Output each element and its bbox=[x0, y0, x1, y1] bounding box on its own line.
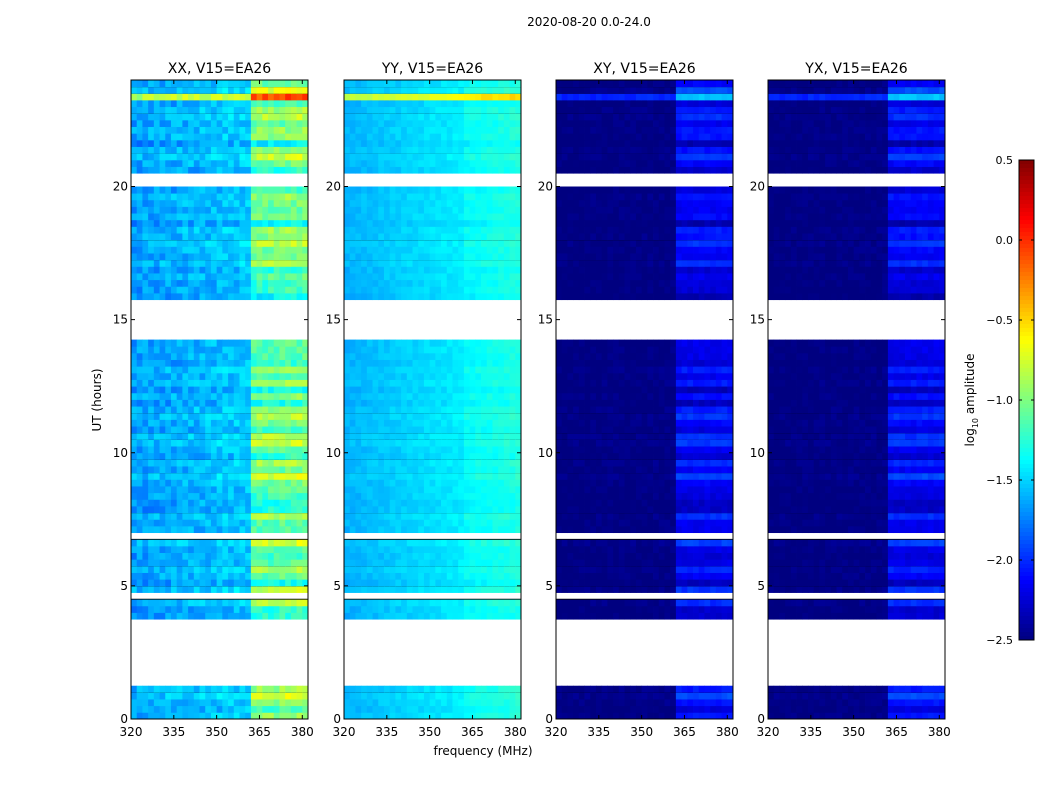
x-tick-label: 365 bbox=[461, 725, 484, 739]
y-tick-label: 5 bbox=[545, 579, 553, 593]
y-tick-label: 15 bbox=[326, 313, 341, 327]
x-tick-label: 335 bbox=[587, 725, 610, 739]
heatmap-image bbox=[556, 80, 733, 719]
y-tick-label: 10 bbox=[113, 446, 128, 460]
y-tick-label: 10 bbox=[326, 446, 341, 460]
x-tick-label: 380 bbox=[504, 725, 527, 739]
colorbar-tick-label: −1.5 bbox=[986, 474, 1013, 487]
y-tick-label: 5 bbox=[333, 579, 341, 593]
y-tick-label: 0 bbox=[757, 712, 765, 726]
x-tick-label: 380 bbox=[291, 725, 314, 739]
x-axis-label: frequency (MHz) bbox=[433, 744, 532, 758]
panel-title: YY, V15=EA26 bbox=[381, 61, 483, 77]
panel-3: XY, V15=EA26 320 335 350 365 380 0 5 10 15 20 bbox=[538, 61, 739, 739]
colorbar-tick-label: −1.0 bbox=[986, 394, 1013, 407]
panel-frame bbox=[767, 79, 946, 720]
colorbar-tick-label: 0.0 bbox=[996, 234, 1014, 247]
colorbar-tick-label: 0.5 bbox=[996, 154, 1014, 167]
heatmap-image bbox=[344, 80, 521, 719]
y-tick-label: 0 bbox=[120, 712, 128, 726]
heatmap-image bbox=[768, 80, 945, 719]
y-tick-label: 10 bbox=[750, 446, 765, 460]
x-tick-label: 380 bbox=[716, 725, 739, 739]
x-tick-label: 365 bbox=[673, 725, 696, 739]
x-tick-label: 350 bbox=[418, 725, 441, 739]
colorbar-tick-label: −2.5 bbox=[986, 634, 1013, 647]
x-tick-label: 365 bbox=[885, 725, 908, 739]
y-tick-label: 15 bbox=[113, 313, 128, 327]
figure-title: 2020-08-20 0.0-24.0 bbox=[527, 15, 651, 29]
y-tick-label: 5 bbox=[120, 579, 128, 593]
panel-title: XX, V15=EA26 bbox=[168, 61, 272, 77]
y-tick-label: 20 bbox=[326, 180, 341, 194]
x-tick-label: 380 bbox=[928, 725, 951, 739]
y-axis-label: UT (hours) bbox=[90, 368, 104, 431]
colorbar: 0.5 0.0 −0.5 −1.0 −1.5 −2.0 −2.5 log10 amplitud… bbox=[963, 154, 1035, 647]
panel-frame bbox=[343, 79, 522, 720]
colorbar-tick-label: −2.0 bbox=[986, 554, 1013, 567]
panel-title: YX, V15=EA26 bbox=[804, 61, 907, 77]
x-tick-label: 365 bbox=[248, 725, 271, 739]
x-tick-label: 320 bbox=[757, 725, 780, 739]
y-tick-label: 20 bbox=[750, 180, 765, 194]
panel-4: YX, V15=EA26 320 335 350 365 380 0 5 10 15 20 bbox=[750, 61, 951, 739]
x-tick-label: 320 bbox=[333, 725, 356, 739]
panel-1: XX, V15=EA26 320 335 350 365 380 0 5 10 15 20 bbox=[113, 61, 314, 739]
panel-title: XY, V15=EA26 bbox=[593, 61, 695, 77]
colorbar-tick-label: −0.5 bbox=[986, 314, 1013, 327]
x-tick-label: 350 bbox=[630, 725, 653, 739]
heatmap-image bbox=[131, 80, 308, 719]
panel-frame bbox=[130, 79, 309, 720]
y-tick-label: 20 bbox=[113, 180, 128, 194]
y-tick-label: 20 bbox=[538, 180, 553, 194]
x-tick-label: 335 bbox=[162, 725, 185, 739]
colorbar-gradient bbox=[1019, 160, 1034, 641]
y-tick-label: 10 bbox=[538, 446, 553, 460]
panel-2: YY, V15=EA26 320 335 350 365 380 0 5 10 15 20 bbox=[326, 61, 527, 739]
y-tick-label: 15 bbox=[538, 313, 553, 327]
x-tick-label: 335 bbox=[375, 725, 398, 739]
panel-frame bbox=[555, 79, 734, 720]
x-tick-label: 335 bbox=[799, 725, 822, 739]
y-tick-label: 0 bbox=[545, 712, 553, 726]
x-tick-label: 320 bbox=[545, 725, 568, 739]
x-tick-label: 350 bbox=[205, 725, 228, 739]
y-tick-label: 15 bbox=[750, 313, 765, 327]
colorbar-label: log10 amplitude bbox=[963, 354, 980, 447]
y-tick-label: 5 bbox=[757, 579, 765, 593]
x-tick-label: 320 bbox=[120, 725, 143, 739]
y-tick-label: 0 bbox=[333, 712, 341, 726]
x-tick-label: 350 bbox=[842, 725, 865, 739]
